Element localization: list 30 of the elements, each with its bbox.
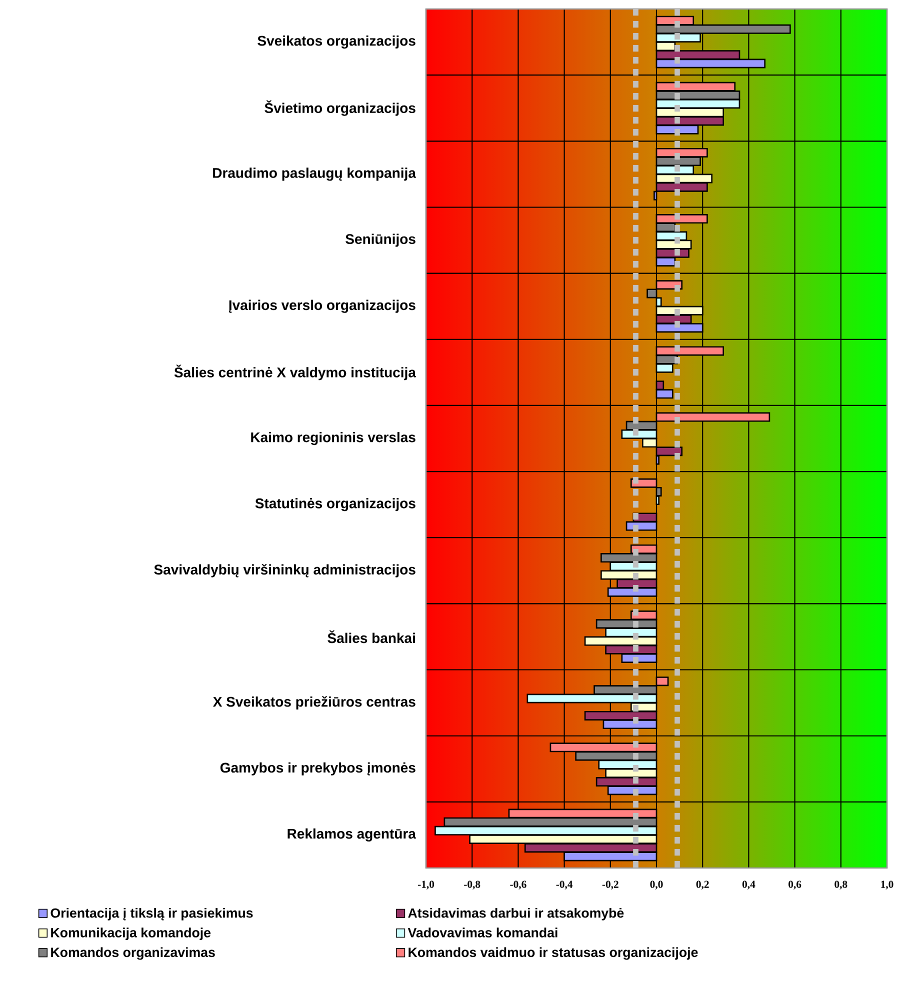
y-tick-label: Statutinės organizacijos [255, 498, 416, 512]
y-tick-label: Seniūnijos [346, 234, 416, 247]
x-tick-label: 0,2 [696, 880, 709, 890]
y-tick-label: Savivaldybių viršininkų administracijos [154, 564, 416, 578]
y-tick-label: Draudimo paslaugų kompanija [213, 168, 416, 181]
x-tick-label: -0,8 [464, 880, 480, 890]
y-tick-label: X Sveikatos priežiūros centras [212, 696, 416, 710]
legend-label: Komunikacija komandoje [51, 928, 211, 940]
y-tick-label: Šalies centrinė X valdymo institucija [174, 364, 416, 380]
y-tick-label: Gamybos ir prekybos įmonės [220, 762, 416, 776]
legend-label: Orientacija į tikslą ir pasiekimus [50, 908, 253, 920]
x-tick-label: -1,0 [418, 880, 434, 890]
x-tick-label: 0,8 [834, 880, 848, 890]
x-tick-label: -0,6 [510, 880, 526, 890]
legend-label: Komandos vaidmuo ir statusas organizacijoje [408, 947, 698, 960]
x-tick-label: 0,6 [788, 880, 802, 890]
x-tick-label: 1,0 [881, 880, 894, 890]
x-tick-label: -0,4 [556, 880, 573, 890]
legend-label: Atsidavimas darbui ir atsakomybė [408, 908, 624, 920]
y-tick-label: Švietimo organizacijos [264, 100, 416, 116]
x-tick-label: 0,4 [742, 880, 756, 890]
x-tick-label: -0,2 [602, 880, 618, 890]
legend-label: Vadovavimas komandai [408, 928, 558, 938]
y-tick-label: Šalies bankai [328, 630, 415, 644]
y-tick-label: Kaimo regioninis verslas [251, 432, 416, 446]
legend-label: Komandos organizavimas [51, 947, 215, 960]
x-tick-label: 0,0 [650, 880, 663, 890]
y-tick-label: Reklamos agentūra [288, 828, 416, 842]
y-tick-label: Įvairios verslo organizacijos [229, 300, 416, 313]
y-tick-label: Sveikatos organizacijos [258, 35, 416, 49]
